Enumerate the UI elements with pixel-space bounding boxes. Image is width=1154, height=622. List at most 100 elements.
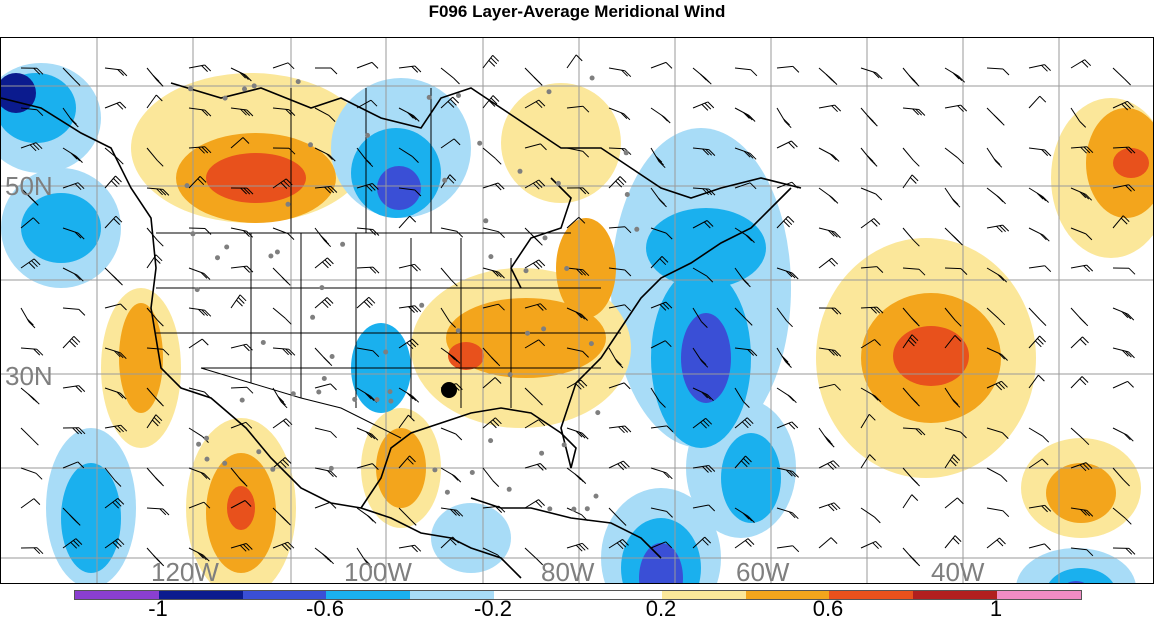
- wind-barb: [188, 501, 211, 509]
- wind-barb: [776, 267, 799, 280]
- wind-barb: [734, 147, 757, 160]
- wind-barb: [188, 267, 211, 280]
- storm-center-marker: [441, 382, 457, 398]
- station-dot: [488, 254, 494, 260]
- wind-barb: [650, 467, 673, 480]
- wind-barb: [230, 343, 253, 352]
- wind-barb: [776, 65, 800, 73]
- wind-barb: [188, 387, 211, 399]
- wind-barb: [482, 227, 505, 239]
- wind-barb: [608, 507, 627, 526]
- wind-barb: [314, 383, 337, 391]
- station-dot: [589, 75, 595, 81]
- colorbar-segment: [75, 591, 159, 599]
- station-dot: [523, 268, 529, 274]
- wind-barb: [1028, 335, 1046, 349]
- wind-barb: [860, 540, 882, 550]
- colorbar-segment: [158, 591, 243, 599]
- wind-barb: [146, 387, 164, 407]
- wind-barb: [482, 467, 500, 487]
- wind-barb: [230, 421, 253, 429]
- wind-barb: [986, 224, 1010, 233]
- wind-barb: [1112, 184, 1136, 192]
- station-dot: [571, 506, 577, 512]
- wind-barb: [1112, 215, 1130, 229]
- station-dot: [469, 470, 475, 475]
- wind-barb: [650, 187, 667, 208]
- shade-patch: [639, 543, 683, 583]
- wind-barb: [902, 267, 926, 276]
- wind-barb: [230, 227, 254, 238]
- wind-barb: [1028, 543, 1051, 551]
- wind-barb: [104, 67, 128, 77]
- wind-barb: [482, 347, 501, 367]
- wind-barb: [776, 387, 797, 404]
- station-dot: [419, 302, 425, 308]
- wind-barb: [608, 538, 629, 550]
- wind-barbs: [20, 54, 1136, 568]
- wind-barb: [986, 187, 1006, 205]
- station-dot: [624, 192, 630, 197]
- station-dot: [222, 95, 228, 101]
- wind-barb: [440, 138, 461, 149]
- colorbar-tick-label: -1: [148, 596, 168, 621]
- wind-barb: [650, 340, 672, 349]
- wind-barb: [62, 461, 85, 469]
- wind-barb: [776, 467, 799, 478]
- wind-barb: [62, 227, 85, 240]
- wind-barb: [1070, 507, 1094, 517]
- wind-barb: [566, 307, 588, 321]
- wind-barb: [314, 297, 334, 309]
- wind-barb: [482, 182, 505, 191]
- wind-barb: [1028, 307, 1047, 326]
- station-dot: [285, 201, 291, 207]
- wind-barb: [146, 347, 170, 356]
- wind-barb: [482, 267, 505, 279]
- wind-barb: [944, 227, 963, 246]
- station-dot: [352, 396, 358, 402]
- wind-barb: [62, 182, 85, 191]
- shade-patch: [556, 218, 616, 318]
- wind-barb: [902, 547, 921, 567]
- wind-barb: [314, 107, 336, 122]
- wind-barb: [860, 147, 878, 167]
- wind-barb: [1070, 59, 1092, 69]
- wind-barb: [902, 227, 920, 247]
- wind-barb: [1112, 380, 1134, 389]
- wind-barb: [692, 147, 716, 156]
- station-dot: [190, 231, 196, 237]
- wind-barb: [944, 427, 967, 439]
- map-panel: 50N 30N 120W 100W 80W 60W 40W: [0, 37, 1154, 584]
- wind-barb: [524, 419, 546, 429]
- station-dot: [329, 354, 335, 359]
- wind-barb: [650, 61, 673, 69]
- wind-barb: [482, 54, 500, 69]
- wind-barb: [230, 187, 254, 195]
- wind-barb: [1070, 427, 1090, 446]
- wind-barb: [1070, 264, 1094, 273]
- shading-layer: [1, 63, 1153, 583]
- wind-barb: [818, 104, 842, 113]
- wind-barb: [566, 105, 590, 113]
- wind-barb: [272, 457, 292, 469]
- wind-barb: [20, 498, 41, 509]
- station-dot: [525, 330, 530, 336]
- station-dot: [432, 467, 438, 473]
- wind-barb: [944, 535, 962, 549]
- wind-barb: [650, 147, 666, 169]
- wind-barb: [104, 267, 123, 286]
- wind-barb: [986, 467, 1008, 482]
- station-dot: [260, 340, 266, 345]
- wind-barb: [734, 347, 758, 357]
- shade-patch: [646, 208, 766, 288]
- wind-barb: [398, 544, 422, 553]
- wind-barb: [356, 427, 379, 441]
- wind-barb: [482, 547, 504, 562]
- wind-barb: [1070, 547, 1094, 557]
- wind-barb: [314, 501, 337, 509]
- station-dot: [194, 287, 200, 293]
- wind-barb: [230, 467, 248, 487]
- wind-barb: [314, 547, 334, 565]
- wind-barb: [1070, 336, 1089, 349]
- wind-barb: [650, 107, 671, 124]
